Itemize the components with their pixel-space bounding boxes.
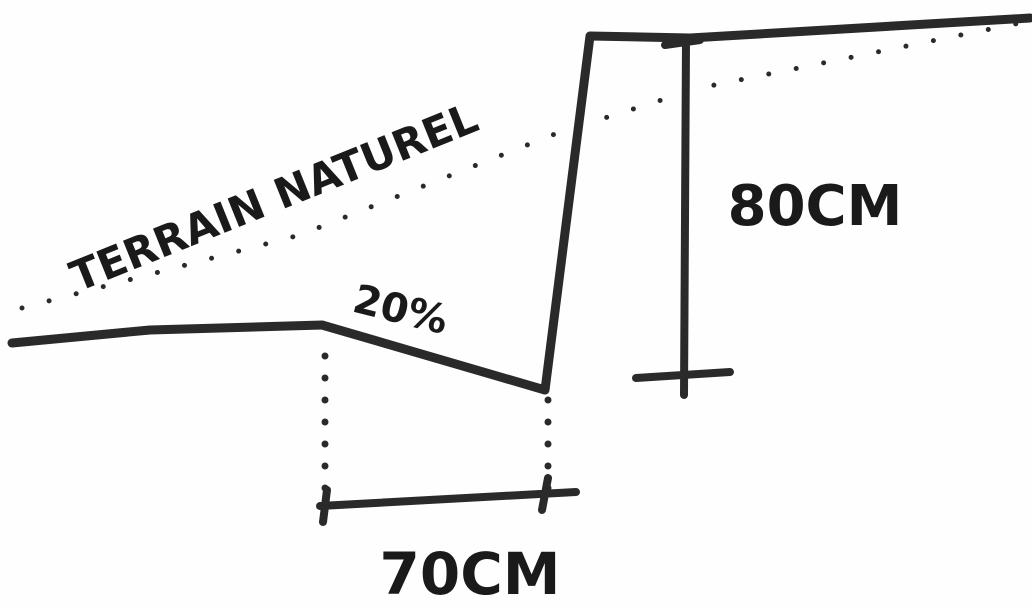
- width-label: 70CM: [380, 540, 561, 608]
- width-dimension: [316, 474, 580, 526]
- height-dimension: [632, 36, 734, 399]
- height-label: 80CM: [728, 174, 903, 239]
